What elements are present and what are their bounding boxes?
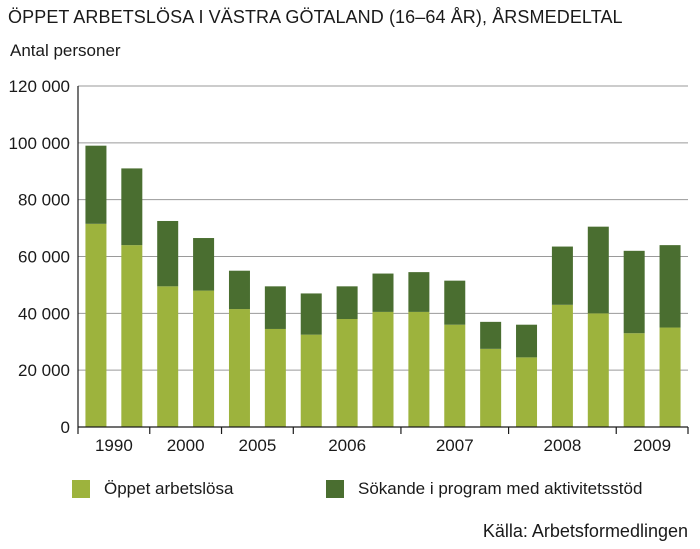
legend-label-program: Sökande i program med aktivitetsstöd xyxy=(358,479,643,498)
bar-oppet-arbetslosa xyxy=(121,245,143,427)
chart-title: ÖPPET ARBETSLÖSA I VÄSTRA GÖTALAND (16–6… xyxy=(8,7,623,27)
y-tick-label: 80 000 xyxy=(18,191,70,210)
bar-oppet-arbetslosa xyxy=(372,311,394,427)
y-axis-label: Antal personer xyxy=(10,41,121,60)
y-tick-label: 120 000 xyxy=(9,77,70,96)
x-group-label: 2005 xyxy=(238,436,276,455)
legend-label-oppet: Öppet arbetslösa xyxy=(104,479,234,498)
x-group-label: 1990 xyxy=(95,436,133,455)
legend-swatch-oppet xyxy=(72,480,90,498)
legend-item-oppet: Öppet arbetslösa xyxy=(72,478,233,500)
y-tick-label: 60 000 xyxy=(18,248,70,267)
bar-sokande-program xyxy=(121,168,143,246)
bar-oppet-arbetslosa xyxy=(264,328,286,427)
bar-sokande-program xyxy=(480,321,502,349)
bar-sokande-program xyxy=(516,324,538,358)
bar-oppet-arbetslosa xyxy=(300,334,322,427)
bar-sokande-program xyxy=(300,293,322,335)
bar-sokande-program xyxy=(193,238,215,291)
legend-item-program: Sökande i program med aktivitetsstöd xyxy=(326,478,642,500)
x-group-label: 2009 xyxy=(633,436,671,455)
bar-oppet-arbetslosa xyxy=(444,324,466,427)
bar-oppet-arbetslosa xyxy=(623,333,645,427)
bar-oppet-arbetslosa xyxy=(516,357,538,427)
bar-oppet-arbetslosa xyxy=(228,309,250,427)
bar-oppet-arbetslosa xyxy=(408,311,430,427)
bar-sokande-program xyxy=(228,270,250,310)
source-note: Källa: Arbetsformedlingen xyxy=(482,521,688,541)
bar-sokande-program xyxy=(85,145,107,224)
bar-sokande-program xyxy=(264,286,286,329)
bar-oppet-arbetslosa xyxy=(551,304,573,427)
y-tick-label: 20 000 xyxy=(18,361,70,380)
legend-swatch-program xyxy=(326,480,344,498)
x-group-label: 2006 xyxy=(328,436,366,455)
bar-sokande-program xyxy=(336,286,358,320)
x-group-label: 2008 xyxy=(543,436,581,455)
x-group-label: 2007 xyxy=(436,436,474,455)
bar-sokande-program xyxy=(444,280,466,325)
bar-sokande-program xyxy=(372,273,394,312)
x-group-label: 2000 xyxy=(167,436,205,455)
bar-sokande-program xyxy=(551,246,573,305)
bar-oppet-arbetslosa xyxy=(157,286,179,427)
bar-oppet-arbetslosa xyxy=(336,319,358,427)
bar-sokande-program xyxy=(623,250,645,334)
bar-sokande-program xyxy=(659,245,681,328)
bar-oppet-arbetslosa xyxy=(85,223,107,427)
bar-sokande-program xyxy=(408,272,430,312)
bar-sokande-program xyxy=(157,220,179,287)
y-tick-label: 100 000 xyxy=(9,134,70,153)
bar-sokande-program xyxy=(587,226,609,314)
bar-oppet-arbetslosa xyxy=(659,327,681,427)
bar-oppet-arbetslosa xyxy=(587,313,609,427)
bar-oppet-arbetslosa xyxy=(193,290,215,427)
y-tick-label: 40 000 xyxy=(18,304,70,323)
bar-oppet-arbetslosa xyxy=(480,348,502,427)
y-tick-label: 0 xyxy=(61,418,70,437)
